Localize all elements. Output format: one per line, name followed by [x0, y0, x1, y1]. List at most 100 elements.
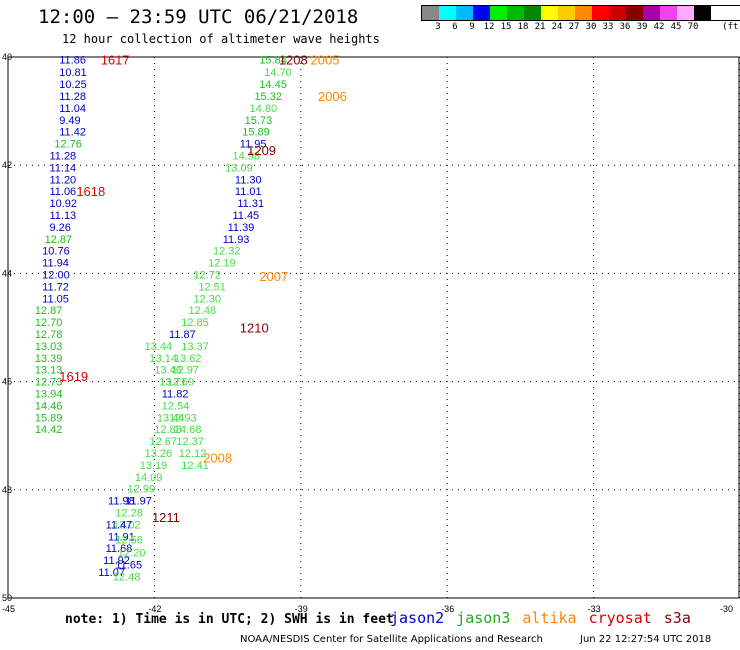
wave-height-label: 13.94 — [35, 389, 63, 401]
wave-height-label: 12.28 — [115, 508, 143, 520]
legend-label: 24 — [551, 22, 563, 32]
pass-time-label: 2005 — [311, 53, 340, 68]
wave-height-label: 11.28 — [59, 91, 86, 103]
legend-label: 70 — [687, 22, 699, 32]
wave-height-label: 11.04 — [59, 103, 86, 115]
wave-height-label: 12.67 — [150, 436, 178, 448]
wave-height-label: 12.76 — [54, 139, 82, 151]
wave-height-label: 12.85 — [181, 317, 209, 329]
pass-time-label: 1619 — [59, 369, 88, 384]
legend-label: 33 — [602, 22, 614, 32]
wave-height-label: 13.44 — [145, 341, 173, 353]
wave-height-label: 15.73 — [245, 115, 273, 127]
wave-height-label: 13.62 — [174, 353, 202, 365]
wave-height-label: 15.89 — [35, 412, 63, 424]
legend-swatch — [507, 6, 524, 20]
legend-label: 36 — [619, 22, 631, 32]
wave-height-label: 12.48 — [189, 305, 217, 317]
satellite-legend-item: s3a — [663, 609, 691, 627]
pass-time-label: 2008 — [203, 450, 232, 465]
wave-height-label: 12.12 — [179, 448, 207, 460]
wave-height-label: 11.20 — [49, 174, 76, 186]
wave-height-label: 11.87 — [169, 329, 196, 341]
wave-height-label: 12.30 — [193, 293, 221, 305]
wave-height-label: 13.13 — [35, 365, 63, 377]
legend-label: 42 — [653, 22, 665, 32]
wave-height-label: 13.46 — [154, 365, 182, 377]
wave-height-label: 11.06 — [49, 186, 76, 198]
pass-time-label: 2006 — [318, 89, 347, 104]
legend-label: 9 — [469, 22, 475, 32]
wave-height-label: 11.07 — [98, 567, 125, 579]
wave-height-label: 11.30 — [235, 174, 262, 186]
wave-height-label: 12.56 — [115, 535, 143, 547]
lat-tick-label: 44 — [2, 268, 12, 278]
legend-label: 27 — [568, 22, 580, 32]
wave-height-label: 14.42 — [35, 424, 63, 436]
wave-height-label: 13.44 — [157, 412, 185, 424]
wave-height-label: 13.71 — [159, 377, 187, 389]
legend-label: 3 — [435, 22, 441, 32]
wave-height-label: 11.14 — [49, 162, 76, 174]
legend-label: 18 — [517, 22, 529, 32]
satellite-legend-item: altika — [522, 609, 577, 627]
wave-height-label: 14.80 — [250, 103, 278, 115]
satellite-legend: jason2 jason3 altika cryosat s3a — [390, 609, 703, 627]
legend-label: 12 — [483, 22, 495, 32]
legend-swatch — [490, 6, 507, 20]
wave-height-label: 12.69 — [167, 377, 195, 389]
wave-height-label: 10.25 — [59, 79, 87, 91]
legend-swatch — [694, 6, 711, 20]
wave-height-label: 12.87 — [35, 305, 63, 317]
wave-height-label: 13.03 — [35, 341, 63, 353]
wave-height-label: 11.95 — [240, 139, 267, 151]
lon-tick-label: -30 — [720, 604, 733, 614]
wave-height-label: 11.82 — [162, 389, 189, 401]
legend-swatch — [422, 6, 439, 20]
legend-label: 45 — [670, 22, 682, 32]
wave-height-label: 11.05 — [42, 293, 69, 305]
wave-height-label: 12.73 — [35, 377, 63, 389]
wave-height-label: 11.72 — [42, 281, 69, 293]
wave-height-label: 14.46 — [35, 400, 63, 412]
legend-swatch — [558, 6, 575, 20]
legend-swatch — [677, 6, 694, 20]
generated-time: Jun 22 12:27:54 UTC 2018 — [580, 634, 712, 645]
credit-line: NOAA/NESDIS Center for Satellite Applica… — [240, 634, 543, 645]
wave-height-label: 12.00 — [42, 269, 70, 281]
wave-height-label: 9.49 — [59, 115, 80, 127]
wave-height-label: 13.19 — [140, 460, 168, 472]
legend-label: 15 — [500, 22, 512, 32]
wave-height-label: 12.93 — [169, 412, 197, 424]
legend-swatch — [626, 6, 643, 20]
wave-height-label: 11.47 — [106, 519, 133, 531]
wave-height-label: 11.86 — [59, 55, 86, 67]
pass-time-label: 2007 — [259, 269, 288, 284]
legend-label: 6 — [452, 22, 458, 32]
footer-note: note: 1) Time is in UTC; 2) SWH is in fe… — [65, 612, 394, 627]
wave-height-label: 12.41 — [181, 460, 209, 472]
wave-height-label: 11.93 — [223, 234, 250, 246]
wave-height-label: 11.91 — [108, 531, 135, 543]
wave-height-label: 14.98 — [232, 150, 260, 162]
wave-height-label: 14.45 — [259, 79, 287, 91]
wave-height-label: 11.13 — [49, 210, 76, 222]
wave-height-label: 11.97 — [125, 496, 152, 508]
wave-height-label: 12.87 — [45, 234, 73, 246]
legend-unit: (ft) — [722, 22, 740, 32]
legend-label: 39 — [636, 22, 648, 32]
wave-height-label: 12.48 — [113, 571, 141, 583]
pass-time-label: 1208 — [279, 53, 308, 68]
wave-height-label: 12.88 — [154, 424, 182, 436]
wave-height-label: 12.51 — [198, 281, 226, 293]
lat-tick-label: 42 — [2, 160, 12, 170]
lon-tick-label: -39 — [295, 604, 308, 614]
wave-height-label: 12.20 — [118, 548, 146, 560]
legend-swatch — [473, 6, 490, 20]
wave-height-label: 15.84 — [259, 55, 287, 67]
legend-swatches — [421, 5, 740, 21]
wave-height-label: 12.37 — [176, 436, 204, 448]
